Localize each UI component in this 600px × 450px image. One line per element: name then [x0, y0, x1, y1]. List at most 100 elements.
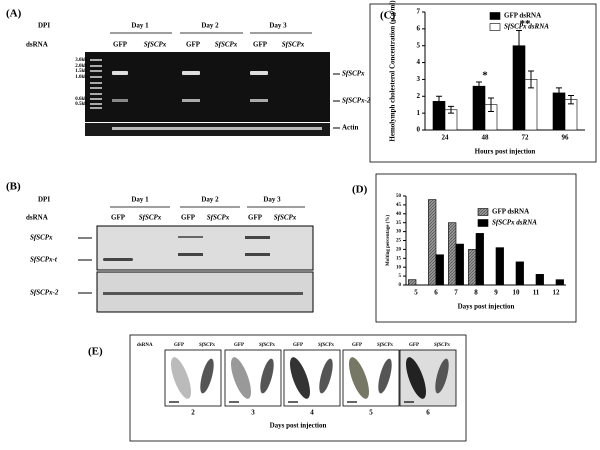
lane-label: GFP — [293, 343, 303, 348]
bar — [555, 279, 564, 286]
x-tick-label: 24 — [442, 134, 450, 142]
band-label: SfSCPx — [30, 234, 53, 242]
legend-label: GFP dsRNA — [504, 12, 541, 20]
x-tick-label: 48 — [482, 134, 490, 142]
lane-label: SfSCPx — [139, 214, 162, 222]
lane-label: SfSCPx — [434, 343, 451, 348]
error-bar — [528, 70, 534, 89]
y-tick-label: 45 — [396, 203, 402, 208]
y-tick-label: 7 — [417, 8, 421, 16]
error-bar — [556, 87, 562, 99]
lane-label: GFP — [234, 343, 244, 348]
x-tick-label: 11 — [533, 289, 540, 297]
lane-label: SfSCPx — [274, 214, 297, 222]
panel-label: (B) — [6, 181, 21, 193]
bar — [468, 249, 477, 286]
legend-label: GFP dsRNA — [492, 208, 529, 216]
lane-label: GFP — [248, 214, 263, 222]
day-label: Day 2 — [201, 22, 219, 30]
arrows — [78, 237, 92, 294]
annotation: * — [482, 69, 488, 81]
day-label: 6 — [426, 409, 430, 417]
day-label: 4 — [310, 409, 314, 417]
larva — [200, 358, 214, 394]
legend-swatch — [477, 208, 489, 216]
day-label: Day 1 — [131, 196, 149, 204]
error-bar — [476, 81, 482, 91]
bar — [435, 254, 444, 286]
day-label: Day 1 — [131, 22, 149, 30]
error-bar — [488, 97, 494, 112]
y-tick-label: 5 — [417, 41, 421, 49]
day-label: 5 — [369, 409, 373, 417]
lane-label: SfSCPx — [144, 41, 167, 49]
larva — [231, 357, 251, 399]
bands — [103, 236, 303, 295]
dsrna-label: dsRNA — [137, 343, 153, 348]
panel-label: (E) — [88, 346, 103, 358]
legend-label: SfSCPx dsRNA — [492, 219, 537, 227]
y-tick-label: 0 — [417, 126, 421, 134]
day-label: Day 3 — [269, 22, 287, 30]
bar — [428, 199, 437, 286]
lane-label: SfSCPx — [259, 343, 276, 348]
band-label: SfSCPx-t — [30, 256, 58, 264]
frame — [369, 3, 597, 163]
bar — [515, 261, 524, 286]
ladder-label: 1.5kb — [75, 69, 87, 74]
bar — [408, 279, 417, 286]
lane-label: GFP — [186, 41, 201, 49]
panel-b: (B) DPI Day 1 Day 2 Day 3 dsRNA GFP SfSCP… — [6, 181, 314, 313]
day-label: Day 3 — [263, 196, 281, 204]
band-label: Actin — [342, 124, 358, 132]
lane-label: SfSCPx — [207, 214, 230, 222]
gel — [85, 52, 330, 122]
lane-label: GFP — [409, 343, 419, 348]
ladder-label: 0.6kb — [75, 97, 87, 102]
error-bar — [436, 95, 442, 107]
y-tick-label: 25 — [396, 239, 402, 244]
y-tick-label: 50 — [396, 194, 402, 199]
day-label: 3 — [251, 409, 255, 417]
x-tick-label: 6 — [434, 289, 438, 297]
y-tick-label: 3 — [417, 75, 421, 83]
x-tick-label: 7 — [454, 289, 458, 297]
dpi-label: DPI — [38, 22, 50, 30]
y-axis-label: Molting percentage (%) — [386, 215, 391, 266]
day-label: Day 2 — [201, 196, 219, 204]
y-tick-label: 20 — [396, 248, 402, 253]
larva — [378, 358, 392, 394]
lane-label: GFP — [253, 41, 268, 49]
larva — [435, 358, 449, 394]
y-tick-label: 2 — [417, 92, 421, 100]
ladder-label: 3.0kb — [75, 58, 87, 63]
panel-label: (A) — [6, 8, 22, 20]
larva — [406, 357, 426, 399]
x-tick-label: 10 — [513, 289, 521, 297]
lane-label: GFP — [181, 214, 196, 222]
lane-label: SfSCPx — [199, 343, 216, 348]
lane-label: GFP — [113, 41, 128, 49]
error-bar — [516, 30, 522, 62]
lane-label: SfSCPx — [377, 343, 394, 348]
lane-label: SfSCPx — [282, 41, 305, 49]
y-tick-label: 30 — [396, 230, 402, 235]
x-axis-label: Days post injection — [458, 303, 515, 311]
ladder-label: 2.0kb — [75, 64, 87, 69]
x-axis-label: Days post injection — [270, 422, 327, 430]
lane-label: GFP — [352, 343, 362, 348]
lane-label: GFP — [111, 214, 126, 222]
dsrna-label: dsRNA — [26, 41, 48, 49]
larva — [290, 357, 310, 399]
x-tick-label: 5 — [414, 289, 418, 297]
ladder-label: 0.5kb — [75, 102, 87, 107]
dsrna-label: dsRNA — [26, 214, 48, 222]
panel-label: (C) — [380, 10, 396, 22]
y-tick-label: 15 — [396, 256, 402, 261]
bar — [475, 233, 484, 286]
bands — [112, 71, 322, 130]
bar — [535, 274, 544, 286]
band-label: SfSCPx-2 — [30, 289, 59, 297]
day-label: 2 — [191, 409, 195, 417]
